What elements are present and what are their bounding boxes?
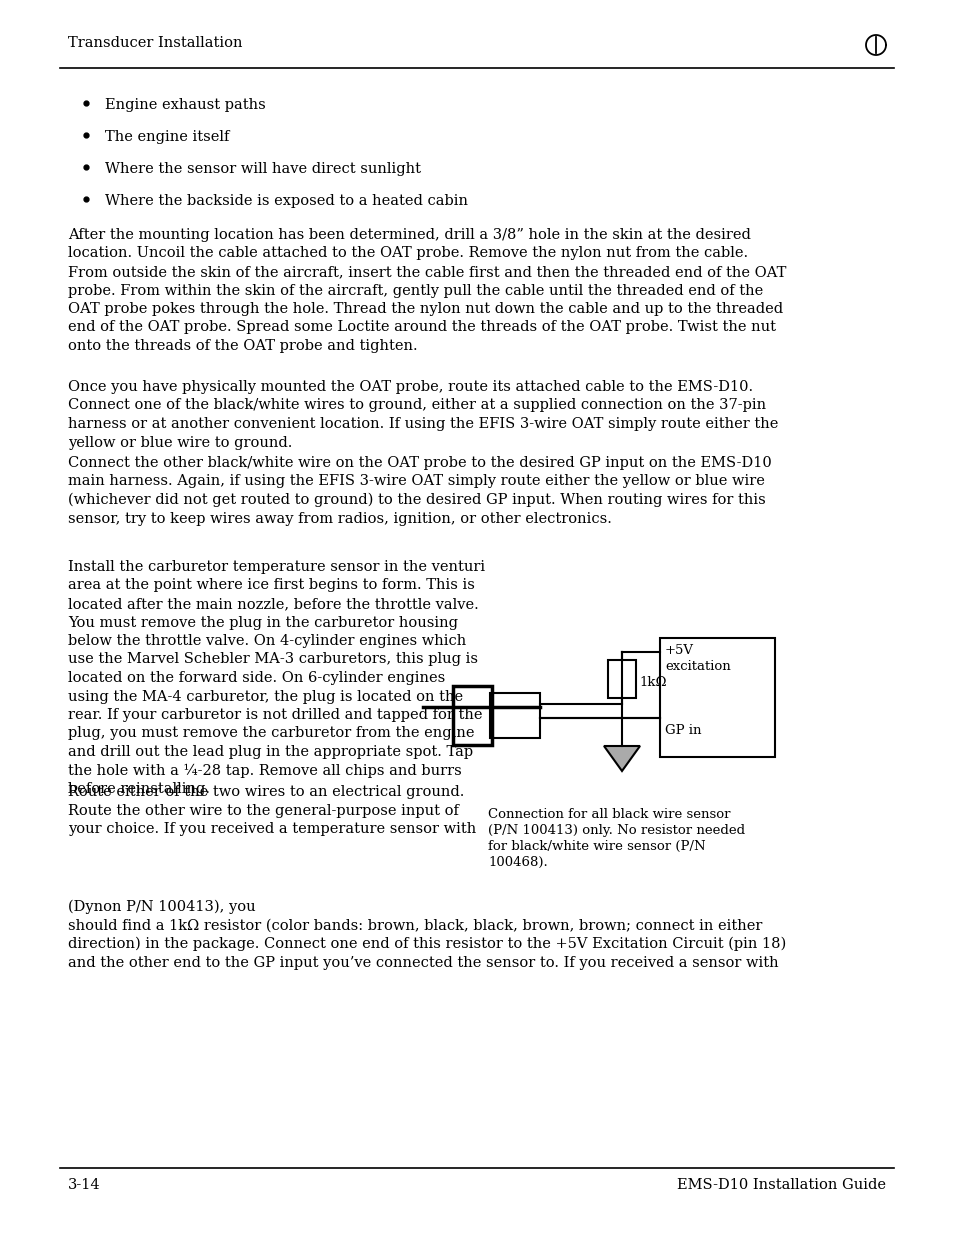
Text: 3-14: 3-14 [68,1178,100,1192]
Bar [607,659,636,698]
Text: (Dynon P/N 100413), you: (Dynon P/N 100413), you [68,900,255,914]
Text: +5V: +5V [664,643,693,657]
Polygon shape [603,746,639,771]
Text: harness or at another convenient location. If using the EFIS 3-wire OAT simply r: harness or at another convenient locatio… [68,417,778,431]
Text: Where the sensor will have direct sunlight: Where the sensor will have direct sunlig… [105,162,420,177]
Text: yellow or blue wire to ground.: yellow or blue wire to ground. [68,436,292,450]
Text: onto the threads of the OAT probe and tighten.: onto the threads of the OAT probe and ti… [68,338,417,353]
Text: probe. From within the skin of the aircraft, gently pull the cable until the thr: probe. From within the skin of the aircr… [68,284,762,298]
Text: OAT probe pokes through the hole. Thread the nylon nut down the cable and up to : OAT probe pokes through the hole. Thread… [68,303,782,316]
Text: plug, you must remove the carburetor from the engine: plug, you must remove the carburetor fro… [68,726,474,741]
Text: location. Uncoil the cable attached to the OAT probe. Remove the nylon nut from : location. Uncoil the cable attached to t… [68,247,747,261]
Text: and drill out the lead plug in the appropriate spot. Tap: and drill out the lead plug in the appro… [68,745,473,760]
Text: the hole with a ¼-28 tap. Remove all chips and burrs: the hole with a ¼-28 tap. Remove all chi… [68,763,461,778]
Text: You must remove the plug in the carburetor housing: You must remove the plug in the carburet… [68,615,457,630]
Text: for black/white wire sensor (P/N: for black/white wire sensor (P/N [488,840,705,853]
Text: area at the point where ice first begins to form. This is: area at the point where ice first begins… [68,578,475,593]
Text: (P/N 100413) only. No resistor needed: (P/N 100413) only. No resistor needed [488,824,744,837]
Text: should find a 1kΩ resistor (color bands: brown, black, black, brown, brown; conn: should find a 1kΩ resistor (color bands:… [68,919,761,932]
Text: Connection for all black wire sensor: Connection for all black wire sensor [488,808,730,821]
Text: Where the backside is exposed to a heated cabin: Where the backside is exposed to a heate… [105,194,468,207]
Text: Connect the other black/white wire on the OAT probe to the desired GP input on t: Connect the other black/white wire on th… [68,456,771,471]
Text: located on the forward side. On 6-cylinder engines: located on the forward side. On 6-cylind… [68,671,445,685]
Text: located after the main nozzle, before the throttle valve.: located after the main nozzle, before th… [68,597,478,611]
Text: Connect one of the black/white wires to ground, either at a supplied connection : Connect one of the black/white wires to … [68,399,765,412]
Text: Once you have physically mounted the OAT probe, route its attached cable to the : Once you have physically mounted the OAT… [68,380,752,394]
Text: (whichever did not get routed to ground) to the desired GP input. When routing w: (whichever did not get routed to ground)… [68,493,765,508]
Text: your choice. If you received a temperature sensor with: your choice. If you received a temperatu… [68,823,476,836]
Text: using the MA-4 carburetor, the plug is located on the: using the MA-4 carburetor, the plug is l… [68,689,462,704]
Text: 100468).: 100468). [488,856,547,869]
Text: Route the other wire to the general-purpose input of: Route the other wire to the general-purp… [68,804,458,818]
Text: Transducer Installation: Transducer Installation [68,36,242,49]
Text: From outside the skin of the aircraft, insert the cable first and then the threa: From outside the skin of the aircraft, i… [68,266,785,279]
Text: excitation: excitation [664,659,730,673]
Bar [453,685,492,745]
Text: sensor, try to keep wires away from radios, ignition, or other electronics.: sensor, try to keep wires away from radi… [68,511,611,526]
Text: before reinstalling.: before reinstalling. [68,782,210,797]
Text: below the throttle valve. On 4-cylinder engines which: below the throttle valve. On 4-cylinder … [68,634,466,648]
Text: Install the carburetor temperature sensor in the venturi: Install the carburetor temperature senso… [68,559,485,574]
Text: After the mounting location has been determined, drill a 3/8” hole in the skin a: After the mounting location has been det… [68,228,750,242]
Text: end of the OAT probe. Spread some Loctite around the threads of the OAT probe. T: end of the OAT probe. Spread some Loctit… [68,321,775,335]
Text: 1kΩ: 1kΩ [639,677,666,689]
Text: The engine itself: The engine itself [105,130,229,144]
Text: direction) in the package. Connect one end of this resistor to the +5V Excitatio: direction) in the package. Connect one e… [68,937,785,951]
Text: Engine exhaust paths: Engine exhaust paths [105,98,266,112]
Bar [490,693,539,739]
Text: GP in: GP in [664,724,700,737]
Text: main harness. Again, if using the EFIS 3-wire OAT simply route either the yellow: main harness. Again, if using the EFIS 3… [68,474,764,489]
Text: use the Marvel Schebler MA-3 carburetors, this plug is: use the Marvel Schebler MA-3 carburetors… [68,652,477,667]
Bar [659,638,774,757]
Text: and the other end to the GP input you’ve connected the sensor to. If you receive: and the other end to the GP input you’ve… [68,956,778,969]
Text: rear. If your carburetor is not drilled and tapped for the: rear. If your carburetor is not drilled … [68,708,482,722]
Text: EMS-D10 Installation Guide: EMS-D10 Installation Guide [677,1178,885,1192]
Text: Route either of the two wires to an electrical ground.: Route either of the two wires to an elec… [68,785,464,799]
